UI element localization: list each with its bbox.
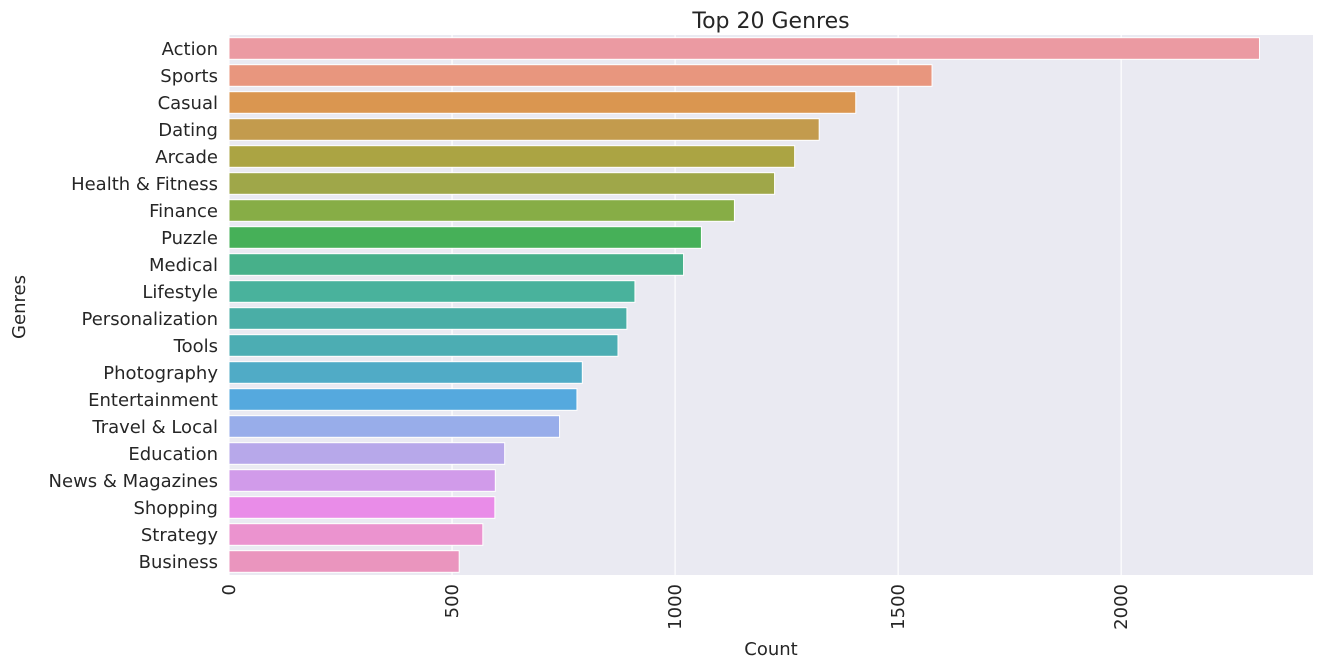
x-tick-label: 500 [442, 584, 463, 618]
bar [228, 550, 460, 573]
bar [228, 415, 561, 438]
bar [228, 172, 776, 195]
y-tick-label: Dating [158, 120, 218, 141]
y-tick-label: Medical [149, 255, 218, 276]
bar [228, 226, 702, 249]
bars [228, 37, 1260, 573]
y-tick-label: Shopping [133, 498, 218, 519]
bar [228, 64, 933, 87]
bar [228, 145, 796, 168]
y-tick-label: Strategy [141, 525, 218, 546]
y-tick-label: Business [139, 552, 218, 573]
x-axis-label: Count [744, 639, 797, 660]
x-tick-labels: 0 500 1000 1500 2000 [219, 584, 1132, 630]
x-tick-label: 2000 [1111, 584, 1132, 630]
y-tick-label: Sports [160, 66, 218, 87]
bar [228, 496, 496, 519]
y-tick-label: Puzzle [161, 228, 218, 249]
y-tick-label: Finance [149, 201, 218, 222]
plot-background [229, 35, 1313, 575]
bar [228, 91, 857, 114]
y-tick-label: Lifestyle [142, 282, 218, 303]
y-tick-label: Casual [158, 93, 218, 114]
chart-title: Top 20 Genres [691, 9, 849, 34]
bar [228, 442, 506, 465]
bar [228, 307, 628, 330]
bar [228, 469, 496, 492]
y-tick-label: Travel & Local [91, 417, 218, 438]
bar [228, 37, 1260, 60]
y-tick-label: News & Magazines [49, 471, 218, 492]
bar [228, 118, 820, 141]
bar [228, 280, 636, 303]
x-tick-label: 0 [219, 584, 240, 595]
y-tick-label: Arcade [155, 147, 218, 168]
bar [228, 253, 685, 276]
bar [228, 388, 578, 411]
bar [228, 199, 735, 222]
y-tick-label: Entertainment [88, 390, 218, 411]
bar [228, 523, 484, 546]
bar [228, 334, 619, 357]
y-axis-label: Genres [9, 275, 30, 339]
x-tick-label: 1000 [665, 584, 686, 630]
bar [228, 361, 583, 384]
y-tick-label: Health & Fitness [71, 174, 218, 195]
x-tick-label: 1500 [888, 584, 909, 630]
y-tick-label: Education [128, 444, 218, 465]
y-tick-labels: Action Sports Casual Dating Arcade Health & F… [49, 39, 219, 573]
y-tick-label: Personalization [82, 309, 218, 330]
y-tick-label: Action [162, 39, 218, 60]
y-tick-label: Tools [173, 336, 218, 357]
y-tick-label: Photography [103, 363, 218, 384]
